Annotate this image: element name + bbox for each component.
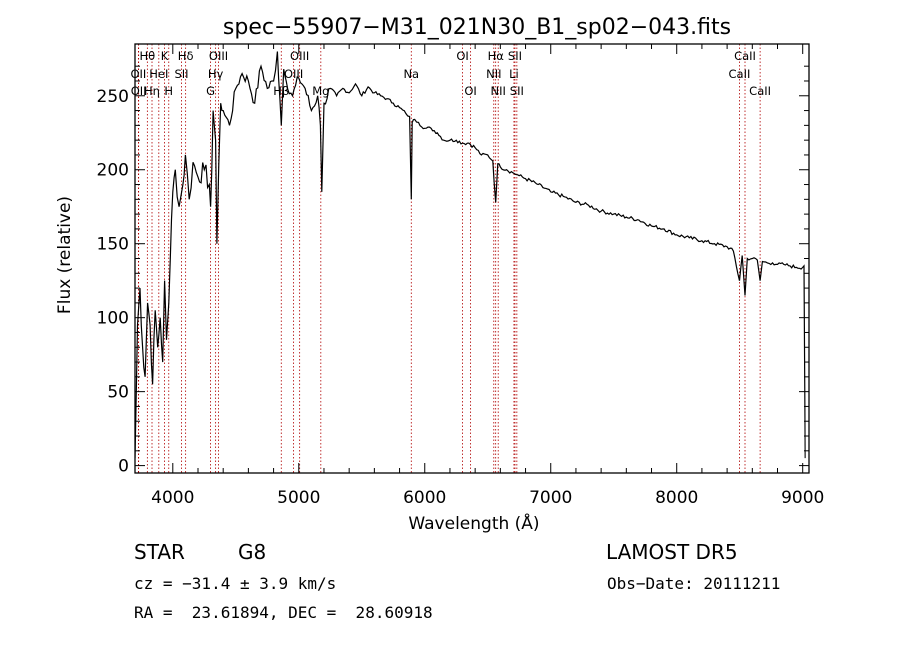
line-label: SII <box>174 67 188 81</box>
line-label: Hη <box>144 84 160 98</box>
x-axis-label: Wavelength (Å) <box>408 512 539 534</box>
spectral-line-markers <box>138 44 761 473</box>
line-label: OI <box>456 49 468 63</box>
line-label: K <box>161 49 169 63</box>
x-tick-label: 7000 <box>529 488 572 508</box>
line-label: Hγ <box>208 67 224 81</box>
line-label: OII <box>130 67 146 81</box>
line-label: Na <box>403 67 419 81</box>
y-tick-label: 250 <box>97 87 129 107</box>
x-tick-label: 9000 <box>781 488 824 508</box>
object-class: STAR <box>134 540 185 564</box>
coordinates: RA = 23.61894, DEC = 28.60918 <box>134 603 433 622</box>
line-label: OIII <box>209 49 228 63</box>
spectrum-line <box>135 51 805 458</box>
line-label: Hβ <box>273 84 289 98</box>
x-tick-label: 8000 <box>655 488 698 508</box>
y-tick-label: 0 <box>118 457 129 477</box>
line-label: G <box>206 84 215 98</box>
line-label: OI <box>464 84 476 98</box>
line-label: CaII <box>749 84 771 98</box>
y-tick-label: 50 <box>107 383 129 403</box>
line-label: Hα <box>488 49 505 63</box>
line-label: NII <box>486 67 501 81</box>
spectral-subclass: G8 <box>238 540 267 564</box>
survey-name: LAMOST DR5 <box>606 540 738 564</box>
line-label: SII <box>508 49 522 63</box>
line-label: Li <box>509 67 519 81</box>
line-label: OIII <box>290 49 309 63</box>
y-tick-label: 100 <box>97 309 129 329</box>
y-tick-label: 150 <box>97 235 129 255</box>
line-label: CaII <box>729 67 751 81</box>
line-label: Hδ <box>178 49 194 63</box>
line-label: CaII <box>734 49 756 63</box>
x-tick-label: 4000 <box>151 488 194 508</box>
chart-title: spec−55907−M31_021N30_B1_sp02−043.fits <box>223 15 731 40</box>
x-tick-label: 5000 <box>277 488 320 508</box>
line-label: HeI <box>149 67 168 81</box>
axis-ticks: 4000 5000 6000 7000 8000 9000 0 50 100 150 200 250 <box>97 44 824 508</box>
line-label: OIII <box>284 67 303 81</box>
plot-frame <box>134 43 810 474</box>
line-label: H <box>164 84 173 98</box>
line-label: SII <box>510 84 524 98</box>
line-label: NII <box>491 84 506 98</box>
y-axis-label: Flux (relative) <box>55 196 75 314</box>
line-label: Hθ <box>140 49 156 63</box>
y-tick-label: 200 <box>97 161 129 181</box>
line-label: Mg <box>312 84 329 98</box>
observation-date: Obs−Date: 20111211 <box>607 574 781 593</box>
x-tick-label: 6000 <box>403 488 446 508</box>
redshift-cz: cz = −31.4 ± 3.9 km/s <box>134 574 337 593</box>
